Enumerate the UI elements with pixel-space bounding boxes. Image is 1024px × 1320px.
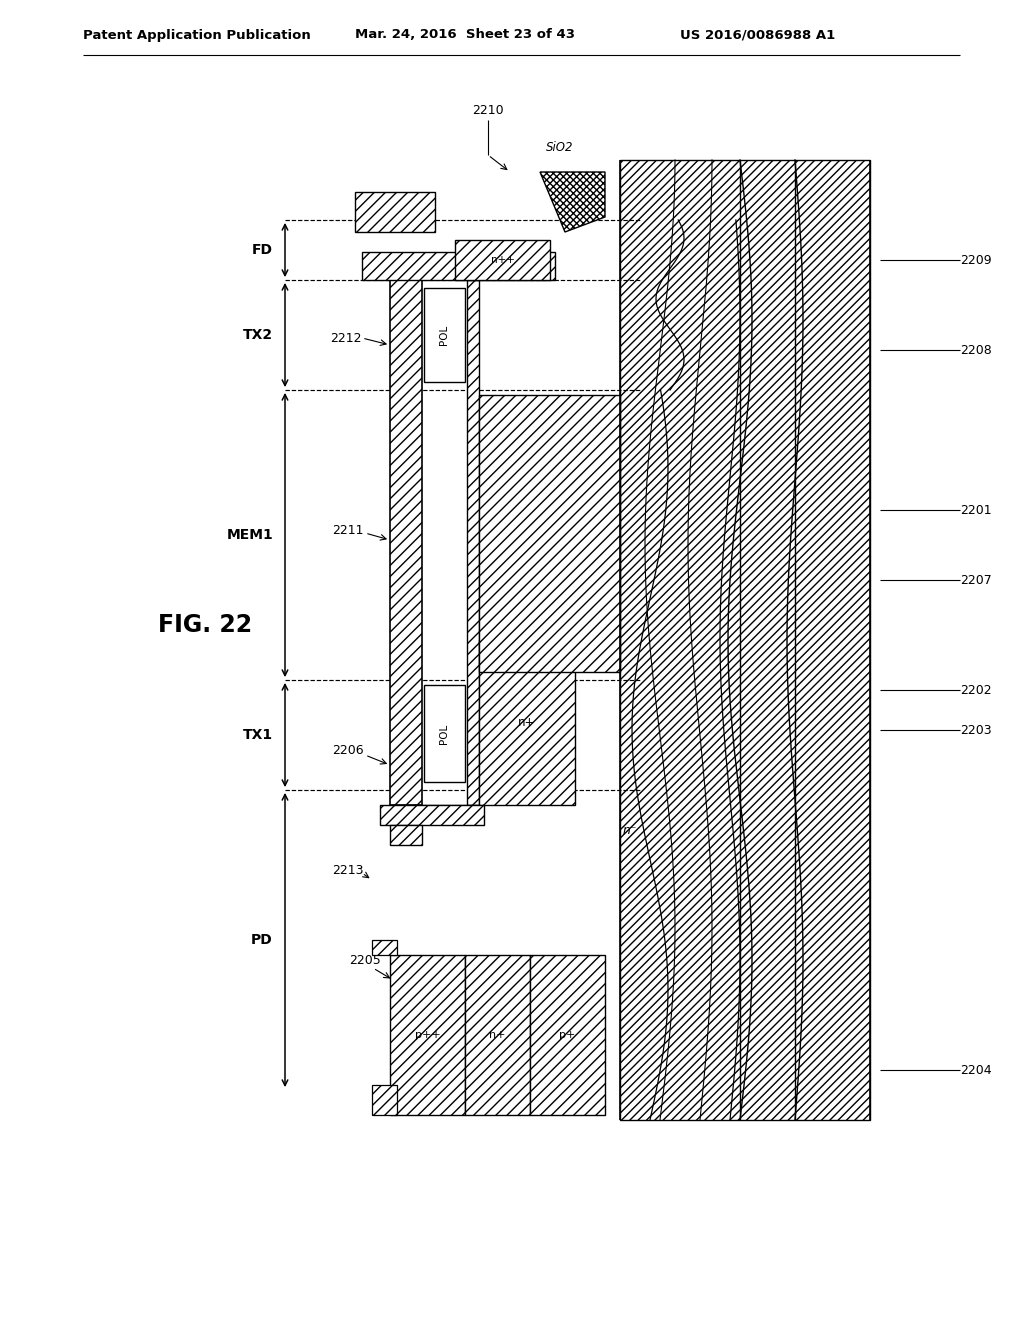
Text: 2211: 2211: [332, 524, 364, 536]
Bar: [380, 805, 484, 825]
Text: TX2: TX2: [243, 327, 273, 342]
Text: 2205: 2205: [349, 953, 381, 966]
Text: n+: n+: [518, 715, 536, 729]
Text: POL: POL: [439, 325, 450, 345]
Bar: [390, 954, 465, 1115]
Text: p++: p++: [415, 1030, 440, 1040]
Bar: [390, 280, 422, 805]
Bar: [465, 954, 530, 1115]
Text: TX1: TX1: [243, 729, 273, 742]
Text: SiO2: SiO2: [546, 141, 573, 154]
Bar: [530, 954, 605, 1115]
Text: 2204: 2204: [961, 1064, 991, 1077]
Text: n+: n+: [489, 1030, 506, 1040]
Bar: [424, 288, 465, 381]
Text: 2206: 2206: [332, 743, 364, 756]
Polygon shape: [540, 172, 605, 232]
Bar: [390, 805, 479, 822]
Bar: [479, 395, 620, 672]
Bar: [424, 685, 465, 781]
Text: MEM1: MEM1: [226, 528, 273, 543]
Text: n++: n++: [490, 255, 514, 265]
Bar: [355, 191, 435, 232]
Text: US 2016/0086988 A1: US 2016/0086988 A1: [680, 29, 836, 41]
Text: 2202: 2202: [961, 684, 991, 697]
Text: FD: FD: [252, 243, 273, 257]
Text: 2207: 2207: [961, 573, 992, 586]
Text: 2209: 2209: [961, 253, 991, 267]
Bar: [455, 240, 550, 280]
Text: Mar. 24, 2016  Sheet 23 of 43: Mar. 24, 2016 Sheet 23 of 43: [355, 29, 575, 41]
Bar: [362, 252, 555, 280]
Bar: [372, 940, 397, 954]
Text: 2208: 2208: [961, 343, 992, 356]
Text: p+: p+: [559, 1030, 575, 1040]
Text: PD: PD: [251, 933, 273, 946]
Bar: [467, 280, 479, 805]
Text: 2212: 2212: [331, 331, 361, 345]
Bar: [372, 1085, 397, 1115]
Text: 2210: 2210: [472, 103, 504, 116]
Text: 2201: 2201: [961, 503, 991, 516]
Text: Patent Application Publication: Patent Application Publication: [83, 29, 310, 41]
Text: 2213: 2213: [332, 863, 364, 876]
Text: 2203: 2203: [961, 723, 991, 737]
Bar: [390, 825, 422, 845]
Text: FIG. 22: FIG. 22: [158, 612, 252, 638]
Text: POL: POL: [439, 723, 450, 743]
Text: n⁻: n⁻: [623, 824, 637, 837]
Bar: [479, 640, 575, 805]
Bar: [620, 160, 870, 1119]
